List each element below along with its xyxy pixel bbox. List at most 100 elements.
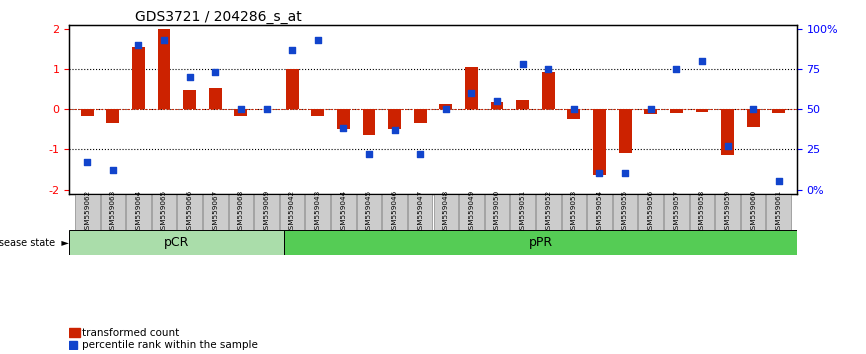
- Bar: [644, 109, 657, 114]
- Bar: [75, 194, 100, 230]
- Text: GSM559057: GSM559057: [674, 190, 679, 234]
- Bar: [357, 194, 381, 230]
- Bar: [209, 88, 222, 109]
- Bar: [284, 230, 805, 255]
- Point: [157, 37, 171, 43]
- Text: GSM559066: GSM559066: [187, 190, 192, 234]
- Bar: [158, 29, 171, 109]
- Bar: [152, 194, 177, 230]
- Bar: [721, 109, 734, 155]
- Text: disease state  ►: disease state ►: [0, 238, 68, 247]
- Text: GSM559053: GSM559053: [571, 190, 577, 234]
- Text: GSM559051: GSM559051: [520, 190, 526, 234]
- Bar: [766, 194, 791, 230]
- Text: GSM559048: GSM559048: [443, 190, 449, 234]
- Bar: [312, 109, 324, 116]
- Point: [516, 61, 530, 67]
- Bar: [107, 109, 120, 123]
- Text: GSM559042: GSM559042: [289, 190, 295, 234]
- Text: GSM559069: GSM559069: [263, 190, 269, 234]
- Bar: [542, 72, 554, 109]
- Text: GSM559047: GSM559047: [417, 190, 423, 234]
- Text: GSM559043: GSM559043: [314, 190, 320, 234]
- Bar: [69, 230, 284, 255]
- Text: GSM559060: GSM559060: [750, 190, 756, 234]
- Bar: [510, 194, 535, 230]
- Bar: [485, 194, 509, 230]
- Point: [643, 106, 657, 112]
- Bar: [337, 109, 350, 129]
- Text: pPR: pPR: [528, 236, 553, 249]
- Bar: [69, 328, 80, 337]
- Bar: [414, 109, 427, 123]
- Point: [439, 106, 453, 112]
- Bar: [388, 109, 401, 129]
- Text: GSM559065: GSM559065: [161, 190, 167, 234]
- Point: [464, 90, 478, 96]
- Bar: [81, 109, 94, 116]
- Bar: [567, 109, 580, 119]
- Bar: [638, 194, 663, 230]
- Bar: [203, 194, 228, 230]
- Bar: [235, 109, 248, 116]
- Bar: [306, 194, 330, 230]
- Bar: [491, 102, 503, 109]
- Bar: [593, 109, 606, 176]
- Bar: [229, 194, 253, 230]
- Point: [362, 151, 376, 157]
- Point: [336, 126, 350, 131]
- Text: GSM559049: GSM559049: [469, 190, 475, 234]
- Text: GSM559058: GSM559058: [699, 190, 705, 234]
- Text: transformed count: transformed count: [82, 327, 179, 338]
- Bar: [772, 109, 785, 113]
- Bar: [715, 194, 740, 230]
- Bar: [613, 194, 637, 230]
- Point: [772, 179, 785, 184]
- Point: [388, 127, 402, 133]
- Bar: [178, 194, 202, 230]
- Text: GSM559050: GSM559050: [494, 190, 500, 234]
- Point: [746, 106, 760, 112]
- Text: GSM559052: GSM559052: [546, 190, 552, 234]
- Bar: [689, 194, 714, 230]
- Text: GSM559064: GSM559064: [135, 190, 141, 234]
- Text: GSM559068: GSM559068: [238, 190, 244, 234]
- Bar: [184, 90, 196, 109]
- Bar: [126, 194, 151, 230]
- Point: [669, 66, 683, 72]
- Text: GSM559067: GSM559067: [212, 190, 218, 234]
- Text: GSM559061: GSM559061: [776, 190, 782, 234]
- Bar: [664, 194, 688, 230]
- Point: [106, 167, 120, 173]
- Bar: [69, 341, 77, 349]
- Bar: [363, 109, 375, 135]
- Bar: [280, 194, 305, 230]
- Text: GSM559055: GSM559055: [622, 190, 628, 234]
- Text: pCR: pCR: [165, 236, 190, 249]
- Point: [81, 159, 94, 165]
- Bar: [331, 194, 356, 230]
- Point: [541, 66, 555, 72]
- Point: [592, 171, 606, 176]
- Point: [234, 106, 248, 112]
- Point: [618, 171, 632, 176]
- Bar: [465, 67, 478, 109]
- Text: GSM559056: GSM559056: [648, 190, 654, 234]
- Text: GSM559059: GSM559059: [725, 190, 731, 234]
- Bar: [100, 194, 125, 230]
- Bar: [587, 194, 611, 230]
- Bar: [746, 109, 759, 127]
- Text: GSM559063: GSM559063: [110, 190, 116, 234]
- Bar: [695, 109, 708, 112]
- Bar: [670, 109, 682, 113]
- Text: GDS3721 / 204286_s_at: GDS3721 / 204286_s_at: [135, 10, 301, 24]
- Text: percentile rank within the sample: percentile rank within the sample: [82, 340, 258, 350]
- Bar: [536, 194, 560, 230]
- Text: GSM559044: GSM559044: [340, 190, 346, 234]
- Point: [490, 98, 504, 104]
- Text: GSM559054: GSM559054: [597, 190, 603, 234]
- Point: [567, 106, 581, 112]
- Bar: [618, 109, 631, 153]
- Bar: [561, 194, 586, 230]
- Point: [413, 151, 427, 157]
